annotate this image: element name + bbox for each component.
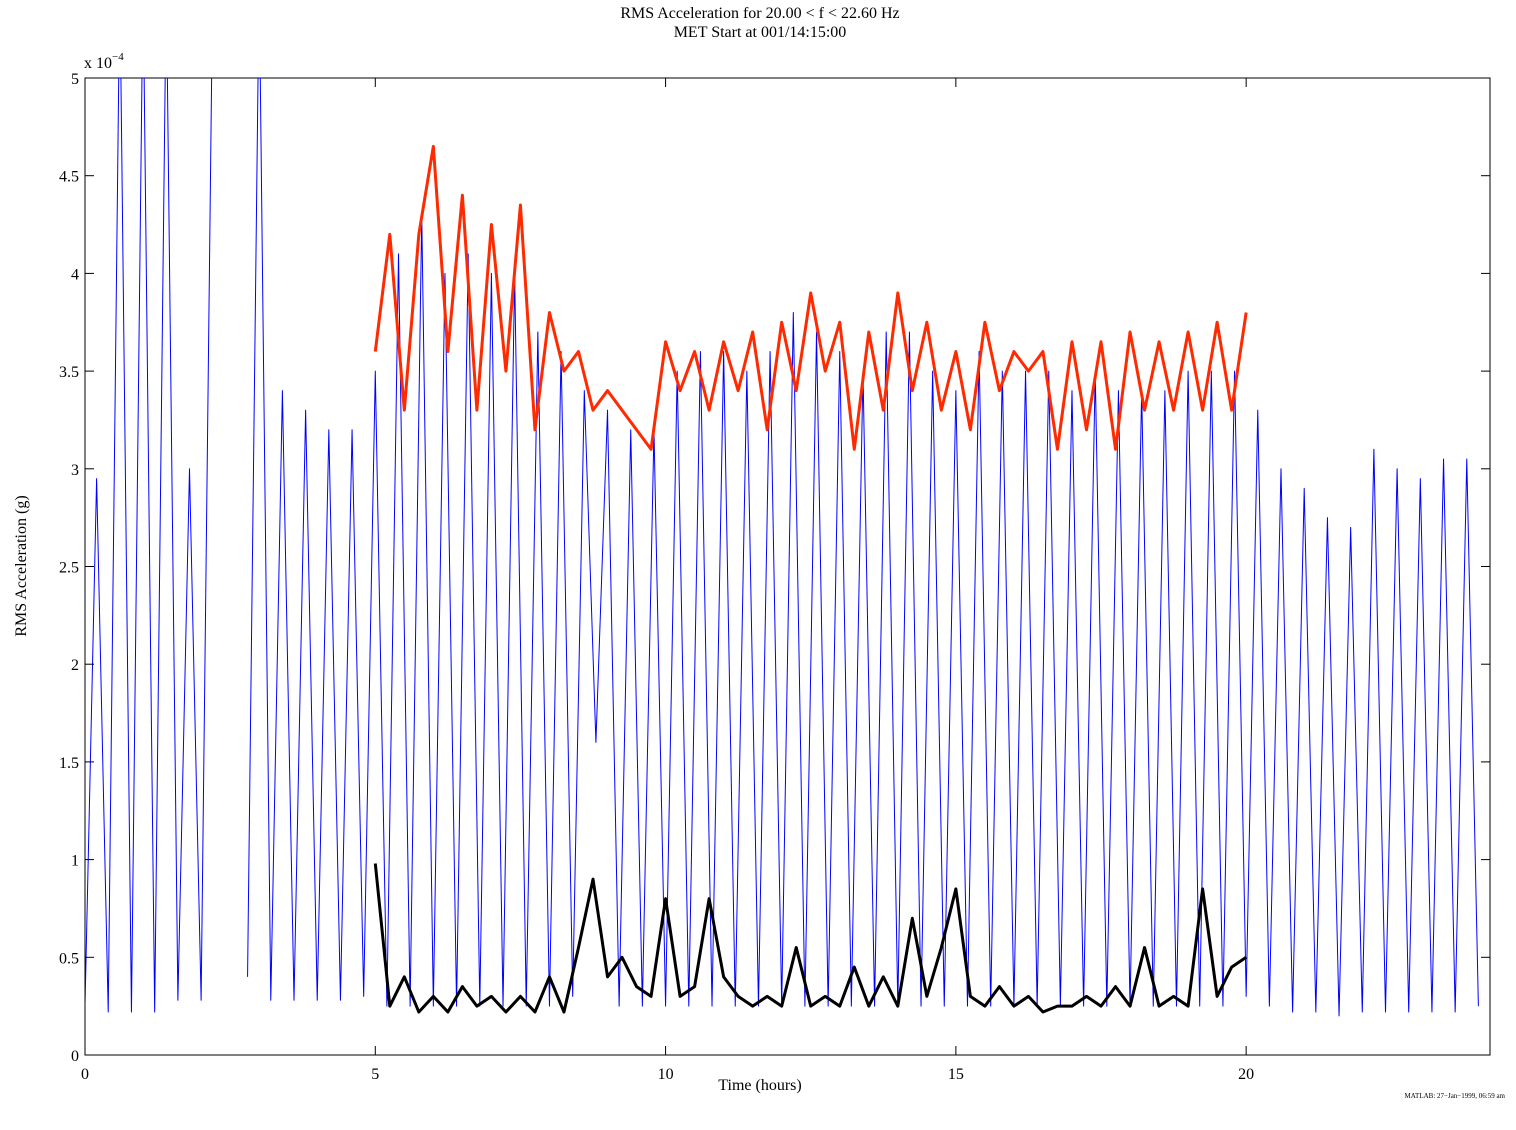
x-tick-label: 0 bbox=[81, 1066, 89, 1083]
y-tick-label: 3.5 bbox=[59, 364, 79, 381]
y-tick-label: 4 bbox=[71, 266, 79, 283]
chart-subtitle: MET Start at 001/14:15:00 bbox=[674, 24, 847, 41]
y-tick-label: 0.5 bbox=[59, 950, 79, 967]
x-tick-label: 15 bbox=[948, 1066, 964, 1083]
chart-title: RMS Acceleration for 20.00 < f < 22.60 H… bbox=[620, 5, 899, 22]
plot-area bbox=[85, 78, 1479, 1017]
y-tick-label: 4.5 bbox=[59, 169, 79, 186]
y-tick-label: 2.5 bbox=[59, 560, 79, 577]
y-tick-label: 5 bbox=[71, 71, 79, 88]
y-tick-label: 3 bbox=[71, 462, 79, 479]
footnote: MATLAB: 27−Jan−1999, 06:59 am bbox=[1405, 1092, 1506, 1100]
x-tick-label: 20 bbox=[1238, 1066, 1254, 1083]
data-line bbox=[85, 78, 1479, 1017]
x-tick-label: 10 bbox=[658, 1066, 674, 1083]
multiplier-base: x 10 bbox=[84, 55, 112, 72]
y-tick-label: 0 bbox=[71, 1048, 79, 1065]
y-multiplier: x 10−4 bbox=[84, 51, 124, 72]
multiplier-exponent: −4 bbox=[112, 51, 124, 63]
x-tick-label: 5 bbox=[371, 1066, 379, 1083]
x-axis-label: Time (hours) bbox=[718, 1077, 801, 1094]
y-axis-label: RMS Acceleration (g) bbox=[13, 495, 30, 636]
y-tick-label: 1.5 bbox=[59, 755, 79, 772]
data-line bbox=[373, 144, 1248, 451]
y-tick-label: 1 bbox=[71, 853, 79, 870]
y-tick-label: 2 bbox=[71, 657, 79, 674]
data-line bbox=[373, 863, 1247, 1014]
